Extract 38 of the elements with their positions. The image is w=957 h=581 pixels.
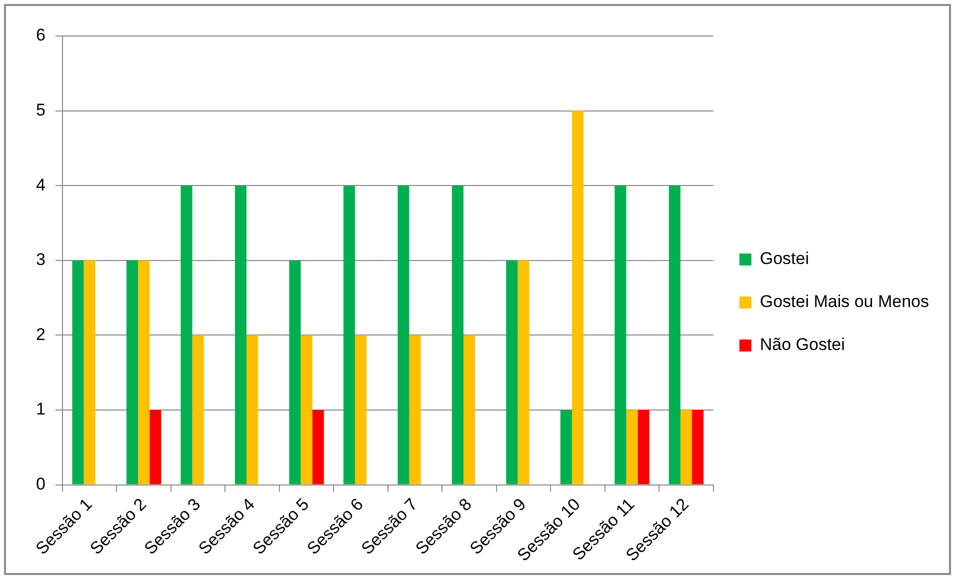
bar: [409, 335, 421, 484]
bar: [355, 335, 367, 484]
bar: [560, 410, 572, 484]
bar: [463, 335, 476, 484]
bar: [668, 186, 680, 484]
bar: [84, 260, 96, 484]
y-tick-label: 0: [36, 474, 46, 494]
bar: [289, 260, 301, 484]
bar: [246, 335, 258, 484]
legend-label: Não Gostei: [760, 335, 845, 354]
bar: [343, 186, 356, 484]
bar: [638, 410, 650, 484]
legend-label: Gostei Mais ou Menos: [760, 292, 930, 312]
y-tick-label: 6: [36, 26, 46, 45]
bar: [72, 260, 84, 484]
bar: [398, 186, 410, 484]
bar: [506, 260, 518, 484]
bar: [180, 186, 192, 484]
bar: [300, 335, 312, 484]
y-tick-label: 1: [36, 400, 46, 419]
y-tick-label: 3: [36, 250, 46, 270]
bar: [150, 410, 162, 484]
bar: [518, 260, 530, 484]
bar: [312, 410, 324, 484]
bar: [692, 410, 704, 484]
y-tick-label: 2: [36, 324, 46, 344]
y-tick-label: 4: [36, 175, 46, 194]
bar: [192, 335, 204, 484]
bar: [452, 186, 464, 484]
bar: [138, 260, 150, 484]
bar: [680, 410, 692, 484]
bar: [572, 110, 584, 484]
bar: [626, 410, 638, 484]
legend-label: Gostei: [760, 249, 810, 268]
y-tick-label: 5: [36, 100, 46, 120]
bar: [126, 260, 138, 484]
bar: [234, 186, 247, 484]
bar: [614, 186, 626, 484]
